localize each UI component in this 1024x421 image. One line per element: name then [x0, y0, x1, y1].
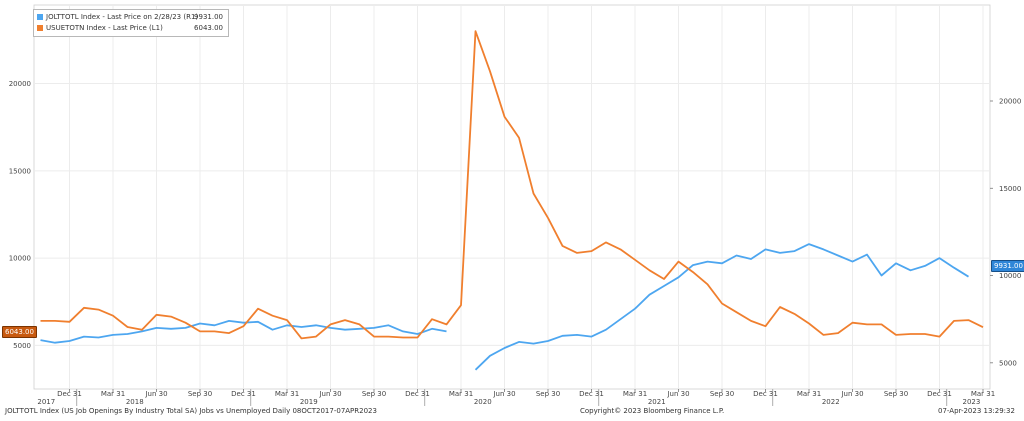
footer-title: JOLTTOTL Index (US Job Openings By Indus… [5, 407, 377, 415]
x-axis-tick-label: Dec 31 [231, 390, 256, 398]
legend-item-usuetotn: USUETOTN Index - Last Price (L1) 6043.00 [37, 23, 225, 34]
x-axis-tick-label: Mar 31 [797, 390, 821, 398]
x-axis-tick-label: Mar 31 [275, 390, 299, 398]
right-axis-tick-label: 10000 [999, 272, 1021, 280]
legend-label: JOLTTOTL Index - Last Price on 2/28/23 (… [46, 13, 199, 21]
legend-value: 9931.00 [194, 13, 223, 21]
grid [34, 5, 990, 389]
x-axis-tick-label: Dec 31 [927, 390, 952, 398]
right-axis-tick-label: 20000 [999, 98, 1021, 106]
x-axis-tick-label: Jun 30 [318, 390, 341, 398]
x-axis-year-label: 2017 [37, 398, 55, 406]
x-axis-year-label: 2019 [300, 398, 318, 406]
x-axis-tick-label: Sep 30 [710, 390, 734, 398]
x-axis-tick-label: Sep 30 [188, 390, 212, 398]
left-axis-tick-label: 20000 [9, 80, 31, 88]
legend-label: USUETOTN Index - Last Price (L1) [46, 24, 163, 32]
x-axis-tick-label: Mar 31 [971, 390, 995, 398]
left-axis-tick-label: 10000 [9, 255, 31, 263]
x-axis-tick-label: Dec 31 [405, 390, 430, 398]
x-axis-year-label: 2022 [822, 398, 840, 406]
right-axis-tick-label: 15000 [999, 185, 1021, 193]
legend-swatch-jolttotl [37, 14, 43, 20]
x-axis-tick-label: Jun 30 [144, 390, 167, 398]
x-axis-tick-label: Sep 30 [884, 390, 908, 398]
legend-swatch-usuetotn [37, 25, 43, 31]
x-axis-tick-label: Jun 30 [666, 390, 689, 398]
footer-copyright: Copyright© 2023 Bloomberg Finance L.P. [580, 407, 725, 415]
left-axis-tick-label: 15000 [9, 167, 31, 175]
x-axis-tick-label: Sep 30 [362, 390, 386, 398]
series-lines [40, 30, 984, 371]
legend-value: 6043.00 [194, 24, 223, 32]
x-axis-year-label: 2018 [126, 398, 144, 406]
left-axis-tick-label: 5000 [13, 342, 31, 350]
x-axis-year-label: 2021 [648, 398, 666, 406]
x-axis-year-label: 2020 [474, 398, 492, 406]
legend: JOLTTOTL Index - Last Price on 2/28/23 (… [33, 9, 229, 37]
plot-area [33, 4, 991, 390]
legend-item-jolttotl: JOLTTOTL Index - Last Price on 2/28/23 (… [37, 12, 225, 23]
footer-timestamp: 07-Apr-2023 13:29:32 [938, 407, 1015, 415]
right-last-value-tag: 9931.00 [991, 260, 1024, 272]
x-axis-tick-label: Jun 30 [492, 390, 515, 398]
axes: 5000 10000 15000 20000 5000 10000 15000 20000 De… [9, 80, 1021, 406]
series-line-usuetotn [40, 30, 984, 340]
left-last-value-tag: 6043.00 [2, 326, 37, 338]
x-axis-tick-label: Dec 31 [579, 390, 604, 398]
x-axis-tick-label: Mar 31 [623, 390, 647, 398]
x-axis-tick-label: Jun 30 [840, 390, 863, 398]
x-axis-tick-label: Mar 31 [449, 390, 473, 398]
x-axis-tick-label: Dec 31 [57, 390, 82, 398]
series-line-jolttotl [40, 243, 969, 371]
x-axis-tick-label: Sep 30 [536, 390, 560, 398]
right-axis-tick-label: 5000 [999, 359, 1017, 367]
x-axis-tick-label: Dec 31 [753, 390, 778, 398]
x-axis-year-label: 2023 [962, 398, 980, 406]
x-axis-tick-label: Mar 31 [101, 390, 125, 398]
